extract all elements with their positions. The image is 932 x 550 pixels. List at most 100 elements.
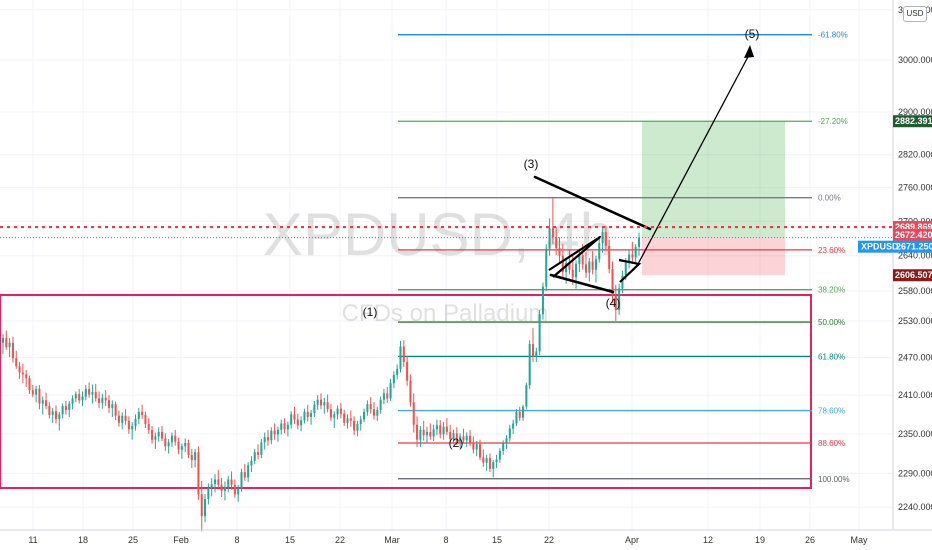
time-tick-label: Apr (625, 535, 639, 545)
candle-body (392, 375, 395, 384)
candle-body (594, 259, 597, 270)
candle-body (518, 411, 521, 418)
candle-body (154, 436, 157, 440)
candle-body (409, 380, 412, 403)
candle-body (558, 248, 561, 256)
candle-body (18, 366, 21, 373)
candle-body (111, 404, 114, 408)
time-tick-label: 19 (755, 535, 765, 545)
candle-body (230, 479, 233, 485)
candle-body (48, 406, 51, 416)
stop-loss-zone[interactable] (642, 237, 785, 276)
candle-body (316, 399, 319, 405)
candle-body (631, 254, 634, 258)
time-tick-label: May (850, 535, 868, 545)
candle-body (257, 452, 260, 455)
currency-badge[interactable]: USD (903, 6, 927, 22)
take-profit-zone[interactable] (642, 121, 785, 238)
candle-body (293, 414, 296, 420)
candle-body (114, 404, 117, 416)
time-tick-label: Mar (384, 535, 400, 545)
candle-body (515, 411, 518, 424)
candle-body (472, 442, 475, 450)
candle-body (127, 420, 130, 430)
wave-label: (1) (363, 305, 378, 319)
candle-body (45, 400, 48, 407)
fib-level-label: 88.60% (818, 439, 845, 448)
candle-body (611, 269, 614, 296)
wave-e-path[interactable] (618, 258, 642, 283)
candle-body (260, 442, 263, 455)
wave-label: (2) (449, 436, 464, 450)
candle-body (459, 436, 462, 442)
candle-body (382, 393, 385, 400)
candle-body (170, 435, 173, 443)
candle-body (502, 442, 505, 451)
candle-body (217, 479, 220, 485)
candle-body (512, 423, 515, 429)
candle-body (568, 262, 571, 270)
triangle-upper-trendline[interactable] (533, 175, 652, 231)
current-price-value: 2671.250 (896, 242, 932, 252)
wave-label: (5) (745, 27, 760, 41)
candle-body (584, 264, 588, 273)
drawings[interactable]: (1) (2) (3) (4) (5) (0, 27, 893, 450)
candle-body (184, 442, 187, 447)
candle-body (266, 437, 270, 441)
candle-body (41, 400, 44, 404)
candle-body (88, 388, 91, 395)
price-tick-label: 2240.000 (898, 502, 932, 512)
candle-body (213, 479, 217, 485)
candle-body (363, 411, 366, 420)
time-tick-label: 15 (492, 535, 502, 545)
candle-body (621, 275, 624, 289)
candle-body (190, 454, 193, 461)
candle-body (442, 426, 445, 435)
price-tag-box (893, 229, 932, 242)
candle-body (233, 484, 236, 495)
price-tick-label: 2350.000 (898, 429, 932, 439)
candle-body (445, 426, 448, 432)
candle-body (396, 368, 399, 376)
candle-body (1, 337, 5, 343)
candle-body (283, 423, 286, 430)
time-tick-label: 12 (703, 535, 713, 545)
wave-5-projection-line[interactable] (636, 52, 751, 267)
candle-body (624, 262, 627, 276)
candle-body (528, 344, 531, 386)
candle-body (54, 411, 58, 419)
triangle-inner-waves[interactable] (548, 235, 602, 278)
candle-body (588, 261, 591, 273)
candle-body (197, 452, 200, 495)
symbol-watermark: XPDUSD, 4h CFDs on Palladium (263, 201, 613, 327)
time-tick-label: 22 (544, 535, 554, 545)
price-tick-label: 3000.000 (898, 55, 932, 65)
candle-body (237, 488, 240, 495)
candle-body (310, 413, 313, 417)
candle-body (164, 438, 167, 447)
candle-body (121, 415, 124, 423)
candle-body (31, 390, 34, 395)
candle-body (5, 337, 8, 348)
fib-level-label: 100.00% (818, 475, 850, 484)
time-tick-label: 11 (28, 535, 37, 545)
time-tick-label: 25 (128, 535, 138, 545)
candle-body (276, 429, 279, 435)
candle-body (469, 435, 472, 443)
symbol-tag-label: XPDUSD (861, 242, 899, 252)
fib-level-label: 0.00% (818, 194, 841, 203)
candle-body (465, 435, 468, 441)
candle-body (634, 247, 637, 258)
support-zone-rectangle[interactable] (0, 294, 812, 489)
candle-body (28, 378, 31, 391)
candle-body (561, 255, 564, 273)
price-tag-value: 2689.869 (895, 222, 932, 232)
fib-level-label: 78.60% (818, 407, 845, 416)
candle-body (551, 228, 554, 238)
fib-level-label: -27.20% (818, 117, 848, 126)
triangle-lower-trendline[interactable] (549, 273, 615, 294)
price-tick-label: 2410.000 (898, 390, 932, 400)
candle-body (223, 486, 226, 491)
fibonacci-retracement[interactable]: -61.80% -27.20% 0.00% 23.60% 38.20% 50.00% 61.… (398, 31, 850, 484)
